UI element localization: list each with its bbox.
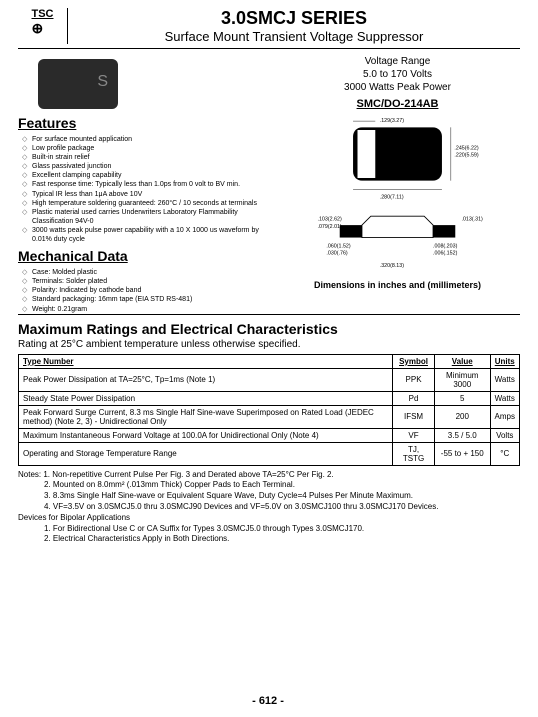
package-label: SMC/DO-214AB [275,98,520,110]
page-number: - 612 - [18,695,518,707]
notes-section: Notes: 1. Non-repetitive Current Pulse P… [18,470,520,546]
logo-symbol: ⊕ [32,20,54,37]
table-row: Peak Power Dissipation at TA=25°C, Tp=1m… [19,368,520,391]
feature-item: 3000 watts peak pulse power capability w… [22,226,263,244]
cell: TJ, TSTG [393,442,435,465]
features-list: For surface mounted application Low prof… [22,135,263,244]
dim-label: .280(7.11) [380,194,404,200]
header-row: TSC ⊕ 3.0SMCJ SERIES Surface Mount Trans… [18,8,520,49]
col-header: Units [490,354,519,368]
note-line: 3. 8.3ms Single Half Sine-wave or Equiva… [64,491,520,502]
mechanical-item: Terminals: Solder plated [22,277,263,286]
cell: IFSM [393,405,435,428]
dim-label: .013(.31) [462,217,484,223]
title-cell: 3.0SMCJ SERIES Surface Mount Transient V… [68,8,520,44]
dim-label: .060(1.52) [326,243,351,249]
dimension-drawing: .129(3.27) .245(6.22) .220(5.59) .280(7.… [275,114,520,274]
feature-item: Excellent clamping capability [22,171,263,180]
feature-item: Typical IR less than 1μA above 10V [22,190,263,199]
table-row: Steady State Power Dissipation Pd 5 Watt… [19,391,520,405]
dim-label: .245(6.22) [454,146,479,152]
voltage-line: 3000 Watts Peak Power [275,81,520,94]
dim-label: .103(2.62) [318,217,343,223]
col-header: Value [434,354,490,368]
cell: Maximum Instantaneous Forward Voltage at… [19,428,393,442]
feature-item: Fast response time: Typically less than … [22,180,263,189]
voltage-box: Voltage Range 5.0 to 170 Volts 3000 Watt… [275,55,520,94]
cell: Pd [393,391,435,405]
bipolar-line: 1. For Bidirectional Use C or CA Suffix … [64,524,520,535]
feature-item: Built-in strain relief [22,153,263,162]
cell: °C [490,442,519,465]
cell: -55 to + 150 [434,442,490,465]
cell: Operating and Storage Temperature Range [19,442,393,465]
features-title: Features [18,115,263,131]
note-line: 2. Mounted on 8.0mm² (.013mm Thick) Copp… [64,480,520,491]
note-line: Notes: 1. Non-repetitive Current Pulse P… [38,470,520,481]
feature-item: Low profile package [22,144,263,153]
cell: Minimum 3000 [434,368,490,391]
dim-label: .320(8.13) [380,263,405,269]
dim-label: .129(3.27) [380,118,405,124]
ratings-table: Type Number Symbol Value Units Peak Powe… [18,354,520,466]
cell: Volts [490,428,519,442]
dim-label: .030(.76) [326,250,348,256]
cell: PPK [393,368,435,391]
dim-label: .006(.152) [433,250,458,256]
dimension-caption: Dimensions in inches and (millimeters) [275,276,520,294]
table-row: Maximum Instantaneous Forward Voltage at… [19,428,520,442]
mechanical-item: Polarity: Indicated by cathode band [22,286,263,295]
logo-cell: TSC ⊕ [18,8,68,44]
bipolar-line: 2. Electrical Characteristics Apply in B… [64,534,520,545]
cell: Watts [490,391,519,405]
ratings-title: Maximum Ratings and Electrical Character… [18,321,520,337]
cell: Watts [490,368,519,391]
ratings-subtitle: Rating at 25°C ambient temperature unles… [18,339,520,350]
right-column: Voltage Range 5.0 to 170 Volts 3000 Watt… [269,53,520,314]
cell: 5 [434,391,490,405]
cell: Peak Forward Surge Current, 8.3 ms Singl… [19,405,393,428]
feature-item: Glass passivated junction [22,162,263,171]
voltage-line: 5.0 to 170 Volts [275,68,520,81]
col-header: Type Number [19,354,393,368]
note-line: 4. VF=3.5V on 3.0SMCJ5.0 thru 3.0SMCJ90 … [64,502,520,513]
dim-label: .220(5.59) [454,153,479,159]
voltage-line: Voltage Range [275,55,520,68]
table-header-row: Type Number Symbol Value Units [19,354,520,368]
feature-item: High temperature soldering guaranteed: 2… [22,199,263,208]
subtitle: Surface Mount Transient Voltage Suppress… [68,29,520,44]
main-title: 3.0SMCJ SERIES [68,8,520,29]
cell: 200 [434,405,490,428]
table-row: Peak Forward Surge Current, 8.3 ms Singl… [19,405,520,428]
feature-item: Plastic material used carries Underwrite… [22,208,263,226]
mechanical-item: Standard packaging: 16mm tape (EIA STD R… [22,295,263,304]
mechanical-list: Case: Molded plastic Terminals: Solder p… [22,268,263,313]
bipolar-title: Devices for Bipolar Applications [18,513,520,524]
cell: Amps [490,405,519,428]
left-column: Features For surface mounted application… [18,53,269,314]
top-section: Features For surface mounted application… [18,53,520,315]
package-image [38,59,118,109]
logo-text: TSC [32,8,54,20]
mechanical-title: Mechanical Data [18,248,263,264]
mechanical-item: Case: Molded plastic [22,268,263,277]
table-row: Operating and Storage Temperature Range … [19,442,520,465]
dim-label: .079(2.01) [318,224,343,230]
dim-label: .008(.203) [433,243,458,249]
col-header: Symbol [393,354,435,368]
cell: 3.5 / 5.0 [434,428,490,442]
cell: Peak Power Dissipation at TA=25°C, Tp=1m… [19,368,393,391]
cell: VF [393,428,435,442]
feature-item: For surface mounted application [22,135,263,144]
mechanical-item: Weight: 0.21gram [22,305,263,314]
cell: Steady State Power Dissipation [19,391,393,405]
